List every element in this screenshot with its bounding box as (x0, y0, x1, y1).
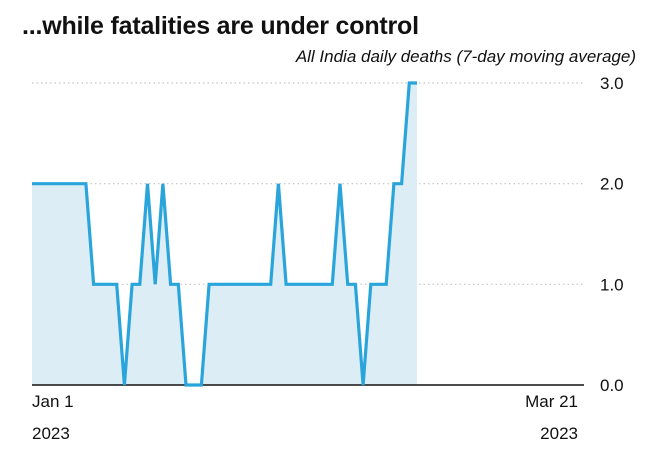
x-tick-label: Mar 21 (525, 392, 578, 411)
series-line (32, 81, 417, 387)
x-tick-year-label: 2023 (540, 424, 578, 443)
y-tick-label: 3.0 (600, 74, 624, 93)
x-tick-year-label: 2023 (32, 424, 70, 443)
x-tick-label: Jan 1 (32, 392, 74, 411)
y-tick-label: 2.0 (600, 175, 624, 194)
y-tick-label: 1.0 (600, 275, 624, 294)
series-area (32, 83, 417, 385)
chart-title: ...while fatalities are under control (22, 12, 419, 40)
y-tick-label: 0.0 (600, 376, 624, 395)
chart-subtitle: All India daily deaths (7-day moving ave… (295, 47, 636, 66)
